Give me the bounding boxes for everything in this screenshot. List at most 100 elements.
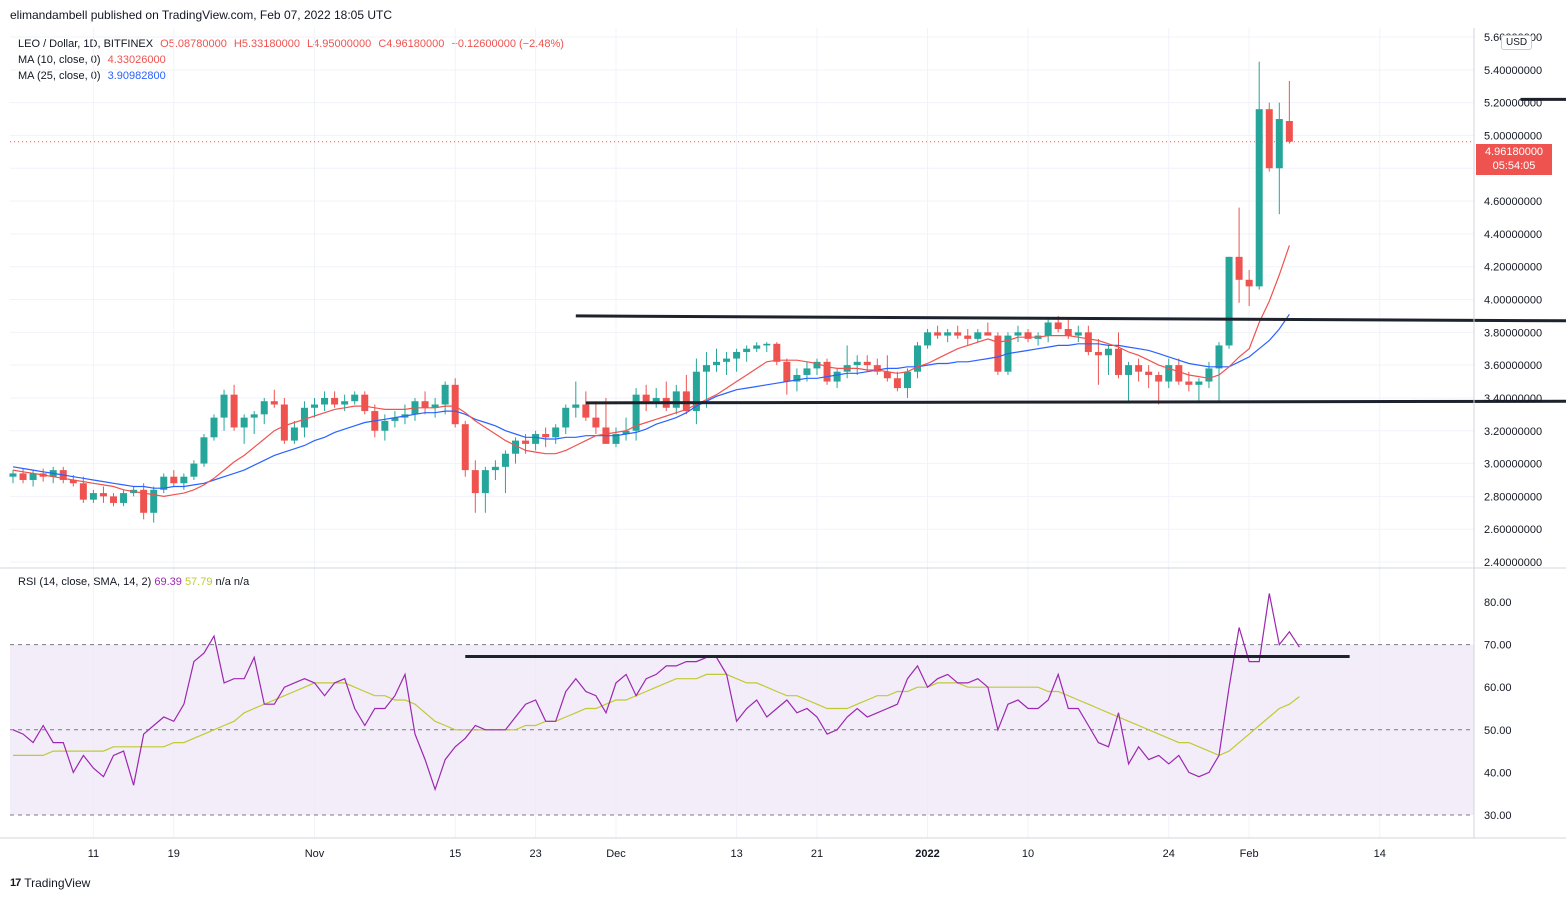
candle-body: [1145, 371, 1153, 375]
candle-body: [984, 332, 992, 336]
candle-body: [793, 374, 801, 382]
candle-body: [582, 404, 590, 418]
candle-body: [622, 430, 630, 435]
candle-body: [280, 404, 288, 441]
candle-body: [773, 343, 781, 362]
time-tick-label: 24: [1163, 848, 1175, 860]
candle-body: [572, 404, 580, 408]
candle-body: [1235, 256, 1243, 280]
candle-body: [441, 384, 449, 405]
candle-body: [300, 407, 308, 428]
candle-body: [833, 371, 841, 382]
price-tick-label: 5.40000000: [1484, 65, 1542, 77]
candle-body: [562, 407, 570, 428]
candle-body: [160, 476, 168, 490]
close-value: C4.96180000: [378, 38, 445, 50]
candle-body: [944, 332, 952, 336]
candle-body: [120, 493, 128, 503]
time-tick-label: 13: [730, 848, 742, 860]
candle-body: [471, 470, 479, 494]
candle-body: [99, 493, 107, 497]
candle-body: [1255, 109, 1263, 287]
candle-body: [9, 473, 17, 477]
price-tick-label: 4.40000000: [1484, 229, 1542, 241]
candle-body: [361, 394, 369, 412]
price-tick-label: 3.60000000: [1484, 360, 1542, 372]
candle-body: [1285, 121, 1293, 142]
candle-body: [311, 404, 318, 408]
rsi-tick-label: 50.00: [1484, 725, 1512, 737]
candle-body: [451, 384, 459, 425]
candle-body: [19, 473, 27, 480]
price-tick-label: 4.60000000: [1484, 196, 1542, 208]
candle-body: [110, 496, 117, 503]
rsi-tick-label: 70.00: [1484, 640, 1512, 652]
candle-body: [783, 361, 791, 382]
price-tick-label: 2.80000000: [1484, 491, 1542, 503]
price-tick-label: 5.20000000: [1484, 98, 1542, 110]
rsi-tick-label: 40.00: [1484, 767, 1512, 779]
price-tick-label: 3.80000000: [1484, 327, 1542, 339]
price-tick-label: 3.00000000: [1484, 459, 1542, 471]
rsi-na-1: n/a: [215, 576, 231, 588]
candle-body: [893, 378, 901, 389]
candle-body: [994, 335, 1002, 372]
trendline-drawing[interactable]: [575, 314, 1566, 323]
rsi-series: [12, 593, 1300, 792]
candle-body: [491, 466, 499, 471]
symbol-title[interactable]: LEO / Dollar, 1D, BITFINEX: [18, 38, 154, 50]
candle-body: [481, 470, 489, 494]
trendline-drawing[interactable]: [585, 399, 1566, 405]
candle-body: [1084, 332, 1092, 352]
candle-body: [713, 361, 720, 366]
rsi-tick-label: 30.00: [1484, 810, 1512, 822]
candle-body: [863, 361, 871, 366]
candle-body: [29, 473, 37, 480]
candle-body: [733, 352, 741, 359]
candle-body: [501, 453, 509, 467]
candle-body: [1024, 332, 1032, 339]
candle-body: [1044, 322, 1052, 336]
time-tick-label: Nov: [305, 848, 325, 860]
time-tick-label: Dec: [606, 848, 626, 860]
ma10-line: MA (10, close, 0) 4.33026000: [18, 52, 568, 68]
candle-body: [89, 493, 97, 500]
candle-body: [210, 417, 218, 438]
candle-body: [612, 434, 620, 444]
candle-body: [1165, 365, 1173, 382]
candle-body: [461, 424, 469, 471]
rsi-sma-value: 57.79: [184, 576, 213, 588]
candle-body: [692, 371, 700, 412]
candle-body: [934, 332, 942, 336]
ma10-series: [12, 245, 1290, 498]
candle-body: [642, 394, 650, 402]
candle-body: [250, 414, 258, 418]
candle-body: [321, 397, 329, 405]
publisher-info: elimandambell published on TradingView.c…: [10, 8, 393, 22]
candle-body: [743, 348, 751, 352]
price-tick-label: 2.60000000: [1484, 524, 1542, 536]
candle-body: [1064, 329, 1072, 336]
time-tick-label: 21: [811, 848, 823, 860]
time-tick-label: Feb: [1240, 848, 1259, 860]
candle-body: [652, 397, 660, 402]
candle-body: [532, 434, 540, 444]
rsi-label[interactable]: RSI (14, close, SMA, 14, 2): [18, 576, 152, 588]
footer-brand[interactable]: 17 TradingView: [10, 876, 90, 890]
candle-body: [270, 401, 278, 405]
candle-body: [351, 394, 359, 402]
candle-body: [1104, 348, 1112, 356]
ma25-label[interactable]: MA (25, close, 0): [18, 70, 101, 82]
time-tick-label: 2022: [915, 848, 939, 860]
price-tick-label: 3.20000000: [1484, 426, 1542, 438]
price-tick-label: 4.20000000: [1484, 262, 1542, 274]
candle-body: [813, 361, 821, 369]
currency-badge[interactable]: USD: [1501, 35, 1533, 50]
candle-body: [1195, 381, 1203, 385]
rsi-sma-series: [13, 673, 1300, 757]
ma10-label[interactable]: MA (10, close, 0): [18, 54, 101, 66]
tradingview-logo-icon: 17: [10, 877, 21, 889]
candle-body: [1115, 348, 1122, 375]
candle-body: [1175, 365, 1183, 382]
